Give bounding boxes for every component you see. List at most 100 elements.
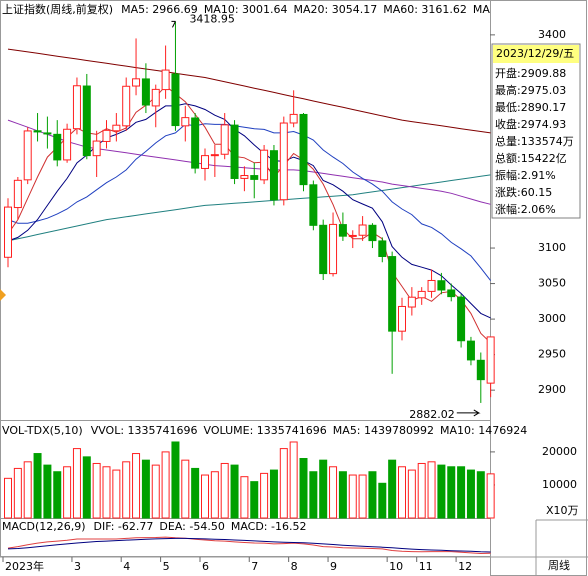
- volume-bar: [141, 459, 150, 519]
- candle-body: [191, 117, 200, 169]
- y-tick-label: 3400: [538, 28, 566, 41]
- candle-body: [13, 179, 22, 209]
- candle-body: [358, 224, 367, 236]
- y-tick-label: 10000: [542, 478, 577, 491]
- y-tick-label: 3050: [538, 277, 566, 290]
- x-tick-label: 7: [251, 560, 258, 573]
- ma-line: [7, 123, 491, 281]
- macd-line: [7, 536, 491, 555]
- x-tick-label: 8: [291, 560, 298, 573]
- volume-bar: [181, 459, 190, 519]
- candle-body: [378, 240, 387, 257]
- info-row: 总额:15422亿: [495, 151, 567, 165]
- x-tick-label: 9: [330, 560, 337, 573]
- x-tick-label: 3: [74, 560, 81, 573]
- volume-bar: [398, 466, 406, 519]
- candle-body: [486, 336, 495, 384]
- legend-entry: MACD: -16.52: [231, 520, 307, 533]
- volume-bar: [260, 472, 269, 519]
- volume-unit: X10万: [546, 504, 579, 517]
- volume-bar: [407, 469, 416, 519]
- legend-entry: MA60: 3161.62: [383, 3, 467, 16]
- scroll-marker: [0, 289, 6, 301]
- volume-bar: [53, 471, 62, 519]
- x-tick-label: 2023年: [5, 559, 44, 573]
- legend-entry: MA10: 1476924: [440, 424, 527, 437]
- volume-bar: [92, 462, 101, 519]
- y-tick-label: 3000: [538, 312, 566, 325]
- info-row: 最低:2890.17: [495, 101, 566, 114]
- legend-entry: MA10: 3001.64: [204, 3, 288, 16]
- volume-bar: [309, 471, 318, 519]
- volume-bar: [122, 461, 131, 519]
- candle-body: [260, 149, 269, 181]
- volume-bar: [417, 462, 426, 519]
- volume-bar: [240, 476, 249, 519]
- candle-body: [63, 128, 72, 161]
- info-row: 振幅:2.91%: [495, 168, 556, 182]
- volume-bar: [319, 459, 328, 519]
- candle-body: [82, 85, 91, 157]
- candle-body: [368, 224, 377, 242]
- candle-body: [151, 88, 160, 107]
- candle-body: [279, 122, 288, 201]
- volume-bar: [43, 464, 52, 519]
- candle-body: [92, 140, 101, 157]
- candle-body: [141, 78, 150, 106]
- candle-body: [348, 234, 357, 237]
- candle-body: [447, 289, 456, 298]
- macd-title: MACD(12,26,9): [2, 520, 86, 533]
- candle-body: [132, 78, 141, 87]
- candle-body: [161, 69, 170, 91]
- volume-bar: [23, 461, 32, 519]
- info-row: 收盘:2974.93: [495, 117, 566, 131]
- volume-bar: [33, 453, 42, 519]
- candle-body: [181, 117, 190, 127]
- high-arrow: [171, 20, 176, 28]
- volume-bar: [289, 441, 298, 519]
- y-tick-label: 2900: [538, 383, 566, 396]
- candle-body: [269, 150, 278, 201]
- x-tick-label: 11: [419, 560, 433, 573]
- macd-line: [7, 537, 491, 553]
- volume-bar: [63, 466, 72, 519]
- legend-entry: VVOL: 1335741696: [91, 424, 198, 437]
- candle-body: [466, 340, 475, 361]
- volume-bar: [466, 469, 475, 519]
- volume-bar: [13, 467, 22, 519]
- candle-body: [240, 175, 249, 179]
- info-date: 2023/12/29/五: [496, 47, 574, 60]
- info-row: 最高:2975.03: [495, 83, 566, 97]
- x-tick-label: 5: [163, 560, 170, 573]
- candle-body: [427, 279, 436, 292]
- volume-bar: [447, 466, 456, 519]
- volume-title: VOL-TDX(5,10): [2, 424, 83, 437]
- info-row: 总量:133574万: [495, 134, 574, 148]
- volume-bar: [4, 477, 12, 519]
- volume-bar: [220, 462, 229, 519]
- candle-body: [112, 124, 121, 132]
- candle-body: [407, 296, 416, 308]
- candle-body: [210, 154, 219, 157]
- candle-body: [171, 73, 180, 127]
- candle-body: [299, 113, 308, 186]
- candle-body: [319, 224, 328, 275]
- volume-bar: [191, 467, 200, 519]
- legend-entry: MA5: 1439780992: [333, 424, 434, 437]
- volume-bar: [348, 474, 357, 519]
- candle-body: [476, 359, 485, 381]
- candle-body: [220, 124, 229, 155]
- legend-entry: MA5: 2966.69: [121, 3, 198, 16]
- x-tick-label: 10: [389, 560, 403, 573]
- low-annotation: 2882.02: [409, 408, 455, 421]
- candle-body: [43, 132, 52, 135]
- volume-bar: [388, 459, 397, 519]
- candle-body: [437, 280, 446, 291]
- volume-bar: [132, 453, 141, 519]
- info-row: 涨跌:60.15: [495, 185, 552, 199]
- high-annotation: 3418.95: [189, 12, 235, 25]
- candle-body: [72, 85, 81, 130]
- volume-bar: [250, 481, 259, 519]
